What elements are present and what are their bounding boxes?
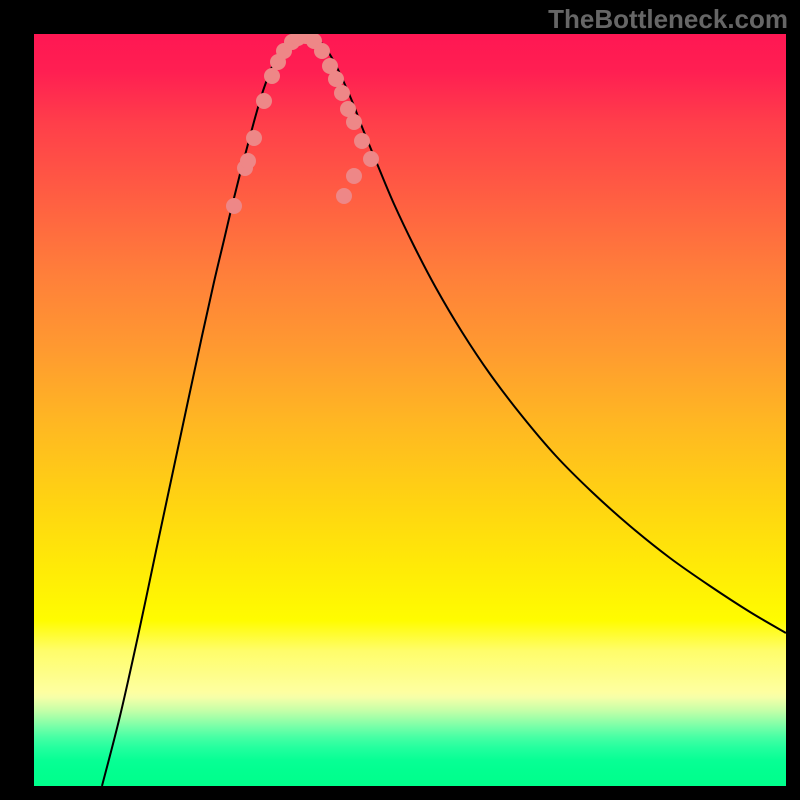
data-marker [256,93,272,109]
data-marker [346,168,362,184]
data-marker [354,133,370,149]
data-marker [226,198,242,214]
plot-area [34,34,786,786]
data-marker [264,68,280,84]
data-marker [314,43,330,59]
data-marker [336,188,352,204]
watermark-text: TheBottleneck.com [548,4,788,35]
data-marker [328,71,344,87]
data-marker [363,151,379,167]
gradient-background [34,34,786,786]
data-marker [246,130,262,146]
data-marker [240,153,256,169]
chart-svg [34,34,786,786]
data-marker [346,114,362,130]
data-marker [334,85,350,101]
chart-outer: TheBottleneck.com [0,0,800,800]
